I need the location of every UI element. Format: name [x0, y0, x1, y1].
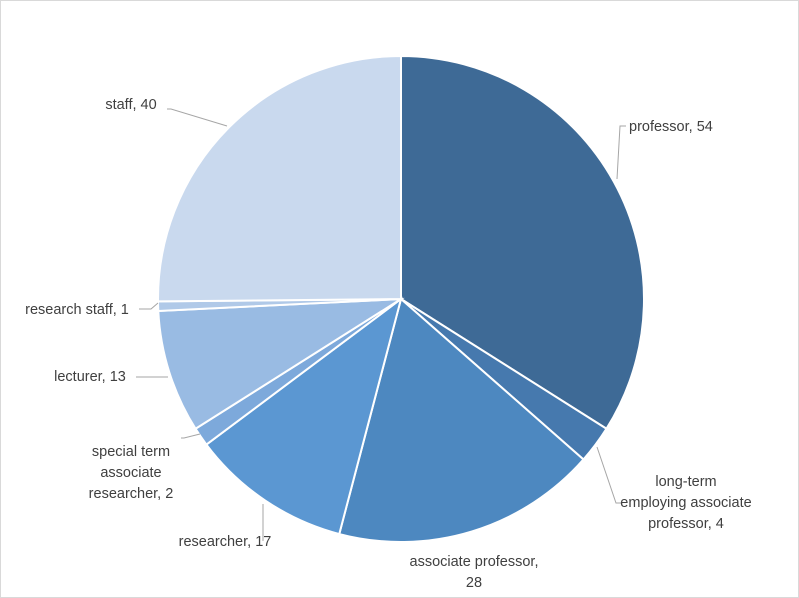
leader-line-long-term-employing-associate-professor	[596, 446, 621, 504]
data-label-staff: staff, 40	[105, 97, 156, 113]
pie-slice-lecturer	[157, 297, 405, 431]
data-label-researcher: researcher, 17	[179, 534, 272, 550]
data-label-professor: professor, 54	[629, 119, 713, 135]
data-label-long-term-employing-associate-professor: long-term employing associate professor, 4	[620, 474, 751, 532]
data-label-research-staff: research staff, 1	[25, 302, 129, 318]
pie-slice-professor	[400, 54, 645, 431]
leader-line-special-term-associate-researcher	[181, 433, 201, 439]
leader-line-staff	[167, 108, 228, 127]
pie-slice-researcher	[204, 296, 403, 536]
leader-line-research-staff	[139, 302, 159, 310]
pie-slice-associate-professor	[338, 297, 585, 543]
data-label-lecturer: lecturer, 13	[54, 369, 126, 385]
leader-line-professor	[616, 125, 626, 180]
pie-slice-staff	[157, 54, 402, 303]
data-label-special-term-associate-researcher: special term associate researcher, 2	[89, 444, 174, 502]
data-label-associate-professor: associate professor, 28	[410, 554, 539, 591]
